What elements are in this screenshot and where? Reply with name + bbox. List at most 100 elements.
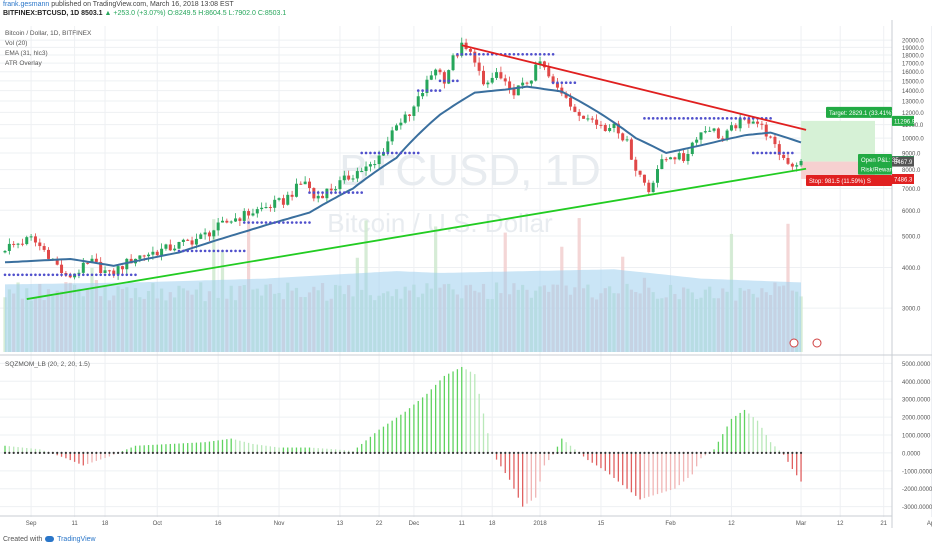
squeeze-dot: [69, 451, 72, 455]
atr-dot: [195, 249, 198, 253]
candle-body: [308, 181, 311, 189]
squeeze-dot: [121, 451, 124, 455]
squeeze-dot: [56, 451, 59, 455]
indicator-atr[interactable]: ATR Overlay: [5, 60, 42, 67]
candle-body: [603, 125, 607, 132]
candle-body: [238, 218, 242, 221]
oscillator-label[interactable]: SQZMOM_LB (20, 2, 20, 1.5): [5, 361, 90, 368]
atr-dot: [247, 221, 250, 224]
candle-body: [786, 158, 790, 164]
pnl-label-bg: [858, 154, 892, 166]
atr-dot: [756, 151, 759, 155]
candle-body: [142, 255, 146, 257]
atr-dot: [643, 117, 646, 120]
atr-dot: [351, 191, 355, 194]
series-label[interactable]: Bitcoin / Dollar, 1D, BITFINEX: [5, 30, 92, 37]
atr-dot: [99, 273, 102, 277]
squeeze-dot: [552, 451, 555, 455]
atr-dot: [743, 117, 746, 120]
candle-body: [368, 164, 372, 167]
squeeze-dot: [134, 451, 137, 455]
author-link[interactable]: frank.gesmann: [3, 1, 50, 8]
candle-body: [760, 123, 764, 125]
squeeze-dot: [125, 451, 128, 455]
time-tick-label: 11: [459, 521, 466, 527]
atr-dot: [299, 221, 303, 224]
squeeze-dot: [417, 451, 420, 455]
candle-body: [577, 111, 581, 116]
candle-body: [221, 220, 224, 223]
candle-body: [377, 155, 381, 165]
price-tick-label: 4000.0: [902, 266, 921, 272]
squeeze-dot: [612, 451, 616, 455]
footer-brand[interactable]: TradingView: [57, 536, 96, 543]
squeeze-dot: [534, 451, 537, 455]
atr-dot: [734, 117, 738, 120]
candle-body: [77, 272, 81, 274]
squeeze-dot: [225, 451, 228, 455]
indicator-ema[interactable]: EMA (31, hlc3): [5, 50, 48, 57]
oscillator-tick-label: 2000.0000: [902, 416, 931, 422]
price-tick-label: 14000.0: [902, 89, 924, 95]
candle-body: [590, 118, 594, 120]
price-tick-label: 16000.0: [902, 70, 924, 76]
atr-dot: [273, 221, 277, 224]
squeeze-dot: [108, 451, 111, 455]
squeeze-dot: [199, 451, 202, 455]
atr-dot: [438, 79, 442, 83]
squeeze-dot: [634, 451, 637, 455]
squeeze-dot: [647, 451, 650, 455]
candle-body: [81, 262, 85, 273]
price-tick-label: 20000.0: [902, 39, 924, 45]
atr-dot: [108, 273, 111, 277]
squeeze-dot: [25, 451, 28, 455]
atr-dot: [543, 52, 546, 56]
candle-body: [294, 183, 298, 197]
atr-dot: [216, 249, 220, 253]
indicator-volume[interactable]: Vol (20): [5, 40, 28, 47]
candle-body: [303, 181, 307, 185]
candle-body: [612, 123, 616, 128]
candle-body: [199, 234, 203, 239]
price-tick-label: 3000.0: [902, 307, 921, 313]
candle-body: [751, 121, 755, 124]
candle-body: [508, 81, 512, 89]
squeeze-dot: [795, 451, 798, 455]
squeeze-dot: [682, 451, 685, 455]
squeeze-dot: [364, 451, 368, 455]
candle-body: [586, 118, 590, 120]
squeeze-dot: [421, 451, 424, 455]
candle-body: [555, 83, 559, 88]
squeeze-dot: [678, 451, 681, 455]
squeeze-dot: [295, 451, 298, 455]
squeeze-dot: [686, 451, 690, 455]
atr-dot: [673, 117, 677, 120]
squeeze-dot: [243, 451, 246, 455]
candle-body: [599, 124, 603, 126]
atr-dot: [712, 117, 716, 120]
atr-dot: [399, 151, 403, 155]
candle-body: [729, 125, 733, 131]
atr-dot: [651, 117, 655, 120]
squeeze-dot: [338, 451, 342, 455]
candle-body: [216, 222, 220, 231]
candle-body: [425, 79, 429, 94]
atr-dot: [764, 151, 768, 155]
candle-body: [151, 251, 155, 255]
price-tick-label: 12000.0: [902, 111, 924, 117]
squeeze-dot: [573, 451, 576, 455]
stop-label: Stop: 981.5 (11.59%) S: [809, 179, 871, 185]
candle-body: [447, 70, 451, 84]
atr-dot: [312, 191, 316, 194]
atr-dot: [364, 151, 368, 155]
atr-dot: [34, 273, 37, 277]
candle-body: [621, 133, 625, 141]
candle-body: [468, 48, 472, 52]
atr-dot: [73, 273, 76, 277]
squeeze-dot: [251, 451, 255, 455]
candle-body: [225, 220, 229, 223]
price-tick-label: 13000.0: [902, 100, 924, 106]
candle-body: [721, 138, 725, 140]
squeeze-dot: [347, 451, 350, 455]
